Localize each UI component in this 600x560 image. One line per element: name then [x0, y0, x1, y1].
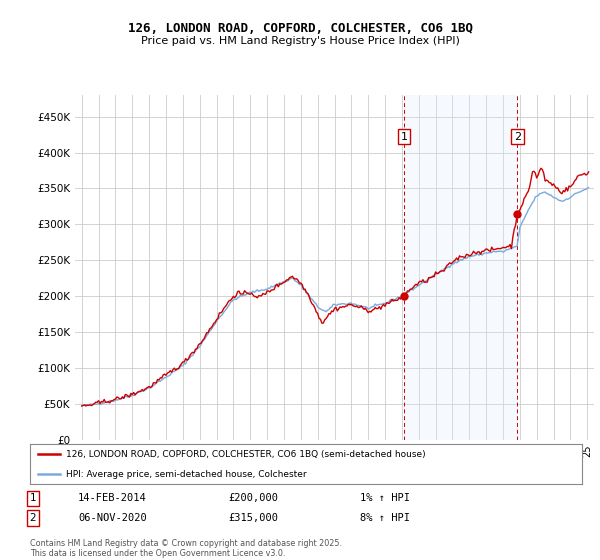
Text: £315,000: £315,000: [228, 513, 278, 523]
Text: Price paid vs. HM Land Registry's House Price Index (HPI): Price paid vs. HM Land Registry's House …: [140, 36, 460, 46]
Text: HPI: Average price, semi-detached house, Colchester: HPI: Average price, semi-detached house,…: [66, 470, 307, 479]
Text: 14-FEB-2014: 14-FEB-2014: [78, 493, 147, 503]
Text: 8% ↑ HPI: 8% ↑ HPI: [360, 513, 410, 523]
Text: £200,000: £200,000: [228, 493, 278, 503]
Text: 1: 1: [400, 132, 407, 142]
Text: 2: 2: [514, 132, 521, 142]
Text: 126, LONDON ROAD, COPFORD, COLCHESTER, CO6 1BQ (semi-detached house): 126, LONDON ROAD, COPFORD, COLCHESTER, C…: [66, 450, 425, 459]
Text: 06-NOV-2020: 06-NOV-2020: [78, 513, 147, 523]
Text: 2: 2: [29, 513, 37, 523]
Text: 1: 1: [29, 493, 37, 503]
Bar: [404, 95, 517, 440]
Text: 1% ↑ HPI: 1% ↑ HPI: [360, 493, 410, 503]
Text: Contains HM Land Registry data © Crown copyright and database right 2025.
This d: Contains HM Land Registry data © Crown c…: [30, 539, 342, 558]
Text: 126, LONDON ROAD, COPFORD, COLCHESTER, CO6 1BQ: 126, LONDON ROAD, COPFORD, COLCHESTER, C…: [128, 22, 473, 35]
